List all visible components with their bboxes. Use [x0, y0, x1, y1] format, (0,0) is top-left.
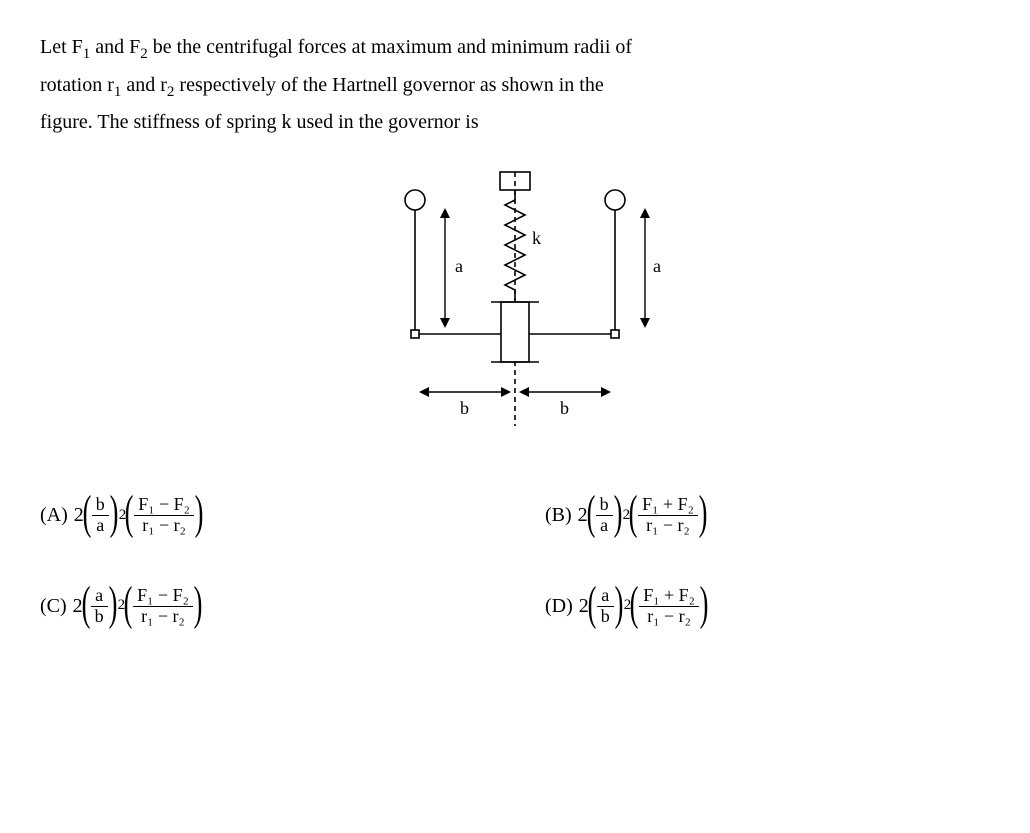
option-c: (C) 2 ( a b ) 2 ( F₁ − F₂ r₁ − r₂ ): [40, 586, 485, 627]
option-label: (C): [40, 589, 67, 623]
paren-icon: (: [630, 584, 639, 625]
fraction: F₁ − F₂ r₁ − r₂: [134, 495, 194, 536]
option-d: (D) 2 ( a b ) 2 ( F₁ + F₂ r₁ − r₂ ): [545, 586, 990, 627]
frac-num: b: [92, 495, 109, 516]
frac-num: F₁ + F₂: [638, 495, 698, 516]
option-d-formula: 2 ( a b ) 2 ( F₁ + F₂ r₁ − r₂ ): [579, 586, 707, 627]
q-text: be the centrifugal forces at maximum and…: [148, 36, 632, 58]
option-label: (B): [545, 498, 572, 532]
paren-icon: ): [700, 584, 709, 625]
option-b-formula: 2 ( b a ) 2 ( F₁ + F₂ r₁ − r₂ ): [578, 495, 706, 536]
label-b-right: b: [560, 398, 569, 418]
option-a-formula: 2 ( b a ) 2 ( F₁ − F₂ r₁ − r₂ ): [74, 495, 202, 536]
frac-den: r₁ − r₂: [638, 516, 698, 536]
governor-figure: a a b b k: [40, 164, 990, 455]
paren-icon: (: [125, 493, 134, 534]
fraction: b a: [596, 495, 613, 536]
paren-icon: (: [81, 584, 90, 625]
frac-num: F₁ + F₂: [639, 586, 699, 607]
q-text: Let F: [40, 36, 83, 58]
fraction: a b: [597, 586, 614, 627]
paren-icon: ): [108, 584, 117, 625]
frac-den: a: [596, 516, 613, 536]
paren-icon: (: [587, 584, 596, 625]
options-grid: (A) 2 ( b a ) 2 ( F₁ − F₂ r₁ − r₂ ) (B) …: [40, 495, 990, 627]
label-a-right: a: [653, 256, 661, 276]
paren-icon: (: [586, 493, 595, 534]
paren-icon: ): [613, 493, 622, 534]
fraction: a b: [91, 586, 108, 627]
q-text: and F: [90, 36, 140, 58]
question-text: Let F1 and F2 be the centrifugal forces …: [40, 30, 990, 139]
frac-num: a: [597, 586, 614, 607]
frac-den: r₁ − r₂: [639, 607, 699, 627]
frac-num: b: [596, 495, 613, 516]
frac-den: a: [92, 516, 109, 536]
frac-num: F₁ − F₂: [133, 586, 193, 607]
fraction: F₁ + F₂ r₁ − r₂: [638, 495, 698, 536]
paren-icon: (: [124, 584, 133, 625]
governor-svg: a a b b k: [305, 164, 725, 444]
frac-den: b: [91, 607, 108, 627]
q-sub: 2: [140, 46, 148, 62]
option-label: (A): [40, 498, 68, 532]
frac-den: r₁ − r₂: [134, 516, 194, 536]
fraction: F₁ − F₂ r₁ − r₂: [133, 586, 193, 627]
paren-icon: (: [82, 493, 91, 534]
q-text: figure. The stiffness of spring k used i…: [40, 111, 479, 133]
frac-num: a: [91, 586, 108, 607]
paren-icon: ): [193, 584, 202, 625]
frac-den: r₁ − r₂: [133, 607, 193, 627]
paren-icon: (: [629, 493, 638, 534]
q-text: respectively of the Hartnell governor as…: [174, 74, 603, 96]
label-b-left: b: [460, 398, 469, 418]
fraction: b a: [92, 495, 109, 536]
label-k: k: [532, 228, 541, 248]
option-label: (D): [545, 589, 573, 623]
paren-icon: ): [698, 493, 707, 534]
option-a: (A) 2 ( b a ) 2 ( F₁ − F₂ r₁ − r₂ ): [40, 495, 485, 536]
fraction: F₁ + F₂ r₁ − r₂: [639, 586, 699, 627]
paren-icon: ): [109, 493, 118, 534]
paren-icon: ): [614, 584, 623, 625]
option-c-formula: 2 ( a b ) 2 ( F₁ − F₂ r₁ − r₂ ): [73, 586, 201, 627]
label-a-left: a: [455, 256, 463, 276]
q-text: and r: [121, 74, 167, 96]
option-b: (B) 2 ( b a ) 2 ( F₁ + F₂ r₁ − r₂ ): [545, 495, 990, 536]
q-text: rotation r: [40, 74, 114, 96]
paren-icon: ): [195, 493, 204, 534]
frac-num: F₁ − F₂: [134, 495, 194, 516]
frac-den: b: [597, 607, 614, 627]
